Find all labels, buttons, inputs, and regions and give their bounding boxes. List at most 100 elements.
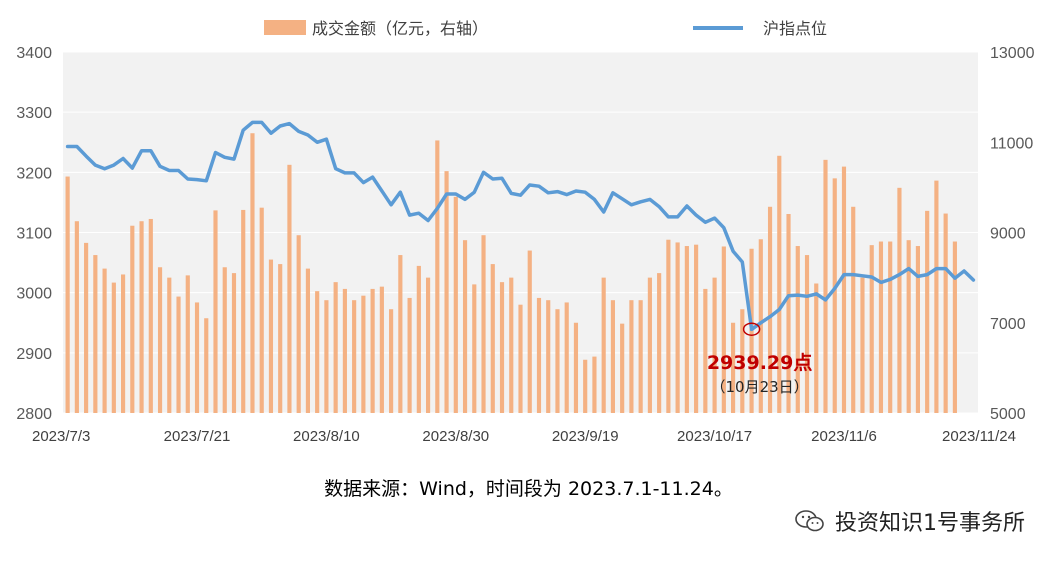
bar	[102, 268, 107, 413]
bar	[721, 246, 726, 413]
bar	[564, 302, 569, 413]
bar	[638, 300, 643, 413]
left-axis: 2800 2900 3000 3100 3200 3300 3400	[16, 45, 52, 423]
left-tick-label: 2900	[16, 346, 52, 363]
bar	[647, 277, 652, 413]
bar	[786, 213, 791, 413]
bar	[268, 259, 274, 413]
bar	[194, 302, 200, 413]
bar	[536, 297, 542, 413]
left-tick-label: 3200	[16, 165, 52, 182]
x-tick-label: 2023/8/10	[293, 428, 360, 445]
low-point-marker	[742, 322, 761, 336]
bar	[74, 221, 79, 413]
bar	[703, 288, 708, 413]
legend-bar-swatch	[264, 20, 306, 35]
x-tick-label: 2023/7/21	[164, 428, 231, 445]
bar	[934, 180, 939, 413]
low-point-value: 2939.29点	[707, 352, 813, 374]
right-tick-label: 9000	[990, 226, 1026, 243]
bar	[352, 300, 357, 413]
x-tick-label: 2023/8/30	[422, 428, 489, 445]
bar	[361, 295, 366, 413]
brand-name: 投资知识1号事务所	[835, 511, 1025, 536]
legend-line-label: 沪指点位	[763, 19, 827, 38]
bar	[546, 300, 551, 413]
bar	[897, 187, 902, 413]
bar	[305, 268, 311, 413]
bar	[657, 273, 662, 413]
x-tick-label: 2023/10/17	[677, 428, 752, 445]
bar	[462, 240, 468, 413]
bar-series	[65, 133, 957, 413]
bar	[906, 240, 911, 413]
bar	[148, 218, 153, 413]
right-tick-label: 7000	[990, 316, 1026, 333]
bar	[767, 206, 773, 413]
bar	[416, 265, 421, 413]
x-axis: 2023/7/3 2023/7/21 2023/8/10 2023/8/30 2023/…	[32, 428, 1016, 445]
bar	[65, 176, 70, 413]
bar	[610, 300, 616, 413]
bar	[675, 242, 680, 413]
bar	[398, 255, 403, 413]
legend-bar-label: 成交金额（亿元，右轴）	[312, 19, 488, 38]
bar	[93, 255, 98, 413]
bar	[324, 300, 329, 413]
bar	[601, 277, 606, 413]
low-point-annotation: 2939.29点 （10月23日）	[707, 322, 813, 396]
bar	[888, 241, 893, 413]
right-axis: 5000 7000 9000 11000 13000	[990, 45, 1035, 423]
bar	[407, 297, 412, 413]
bar	[869, 245, 874, 413]
bar	[250, 133, 255, 413]
bar	[694, 244, 699, 413]
bar	[777, 155, 782, 413]
x-tick-label: 2023/7/3	[32, 428, 90, 445]
bar	[139, 221, 144, 413]
bar	[629, 300, 634, 413]
x-tick-label: 2023/11/24	[942, 428, 1016, 445]
bar	[925, 210, 930, 413]
legend: 成交金额（亿元，右轴） 沪指点位	[264, 19, 827, 38]
bar	[823, 159, 828, 413]
bar	[860, 277, 865, 413]
left-tick-label: 3100	[16, 226, 52, 243]
bar	[620, 323, 625, 413]
bar	[592, 356, 597, 413]
bar	[527, 250, 532, 413]
left-tick-label: 3000	[16, 286, 52, 303]
bar	[481, 235, 486, 413]
bar	[878, 241, 884, 413]
low-point-date: （10月23日）	[711, 378, 809, 396]
bar	[444, 171, 449, 413]
bar	[213, 210, 218, 413]
bar	[287, 164, 292, 413]
bar	[573, 322, 579, 413]
bar	[241, 209, 246, 413]
bar	[389, 309, 394, 413]
bar	[490, 264, 495, 413]
bar	[915, 246, 921, 413]
bar	[342, 288, 347, 413]
bar	[730, 322, 736, 413]
bar	[712, 277, 717, 413]
bar	[841, 166, 847, 413]
bar	[315, 291, 320, 413]
bar	[684, 246, 689, 413]
bar	[435, 140, 440, 413]
line-series	[65, 120, 976, 332]
bar	[804, 255, 810, 413]
chart: 2800 2900 3000 3100 3200 3300 3400 5000 7000 900…	[16, 19, 1035, 445]
bar	[157, 267, 163, 413]
bar	[758, 239, 763, 413]
bar	[499, 282, 505, 413]
right-tick-label: 11000	[990, 135, 1033, 152]
bar	[472, 284, 477, 413]
bar	[120, 274, 126, 413]
bar	[296, 235, 301, 413]
bar	[666, 239, 671, 413]
right-tick-label: 5000	[990, 406, 1026, 423]
x-tick-label: 2023/9/19	[552, 428, 619, 445]
left-tick-label: 3400	[16, 45, 52, 62]
